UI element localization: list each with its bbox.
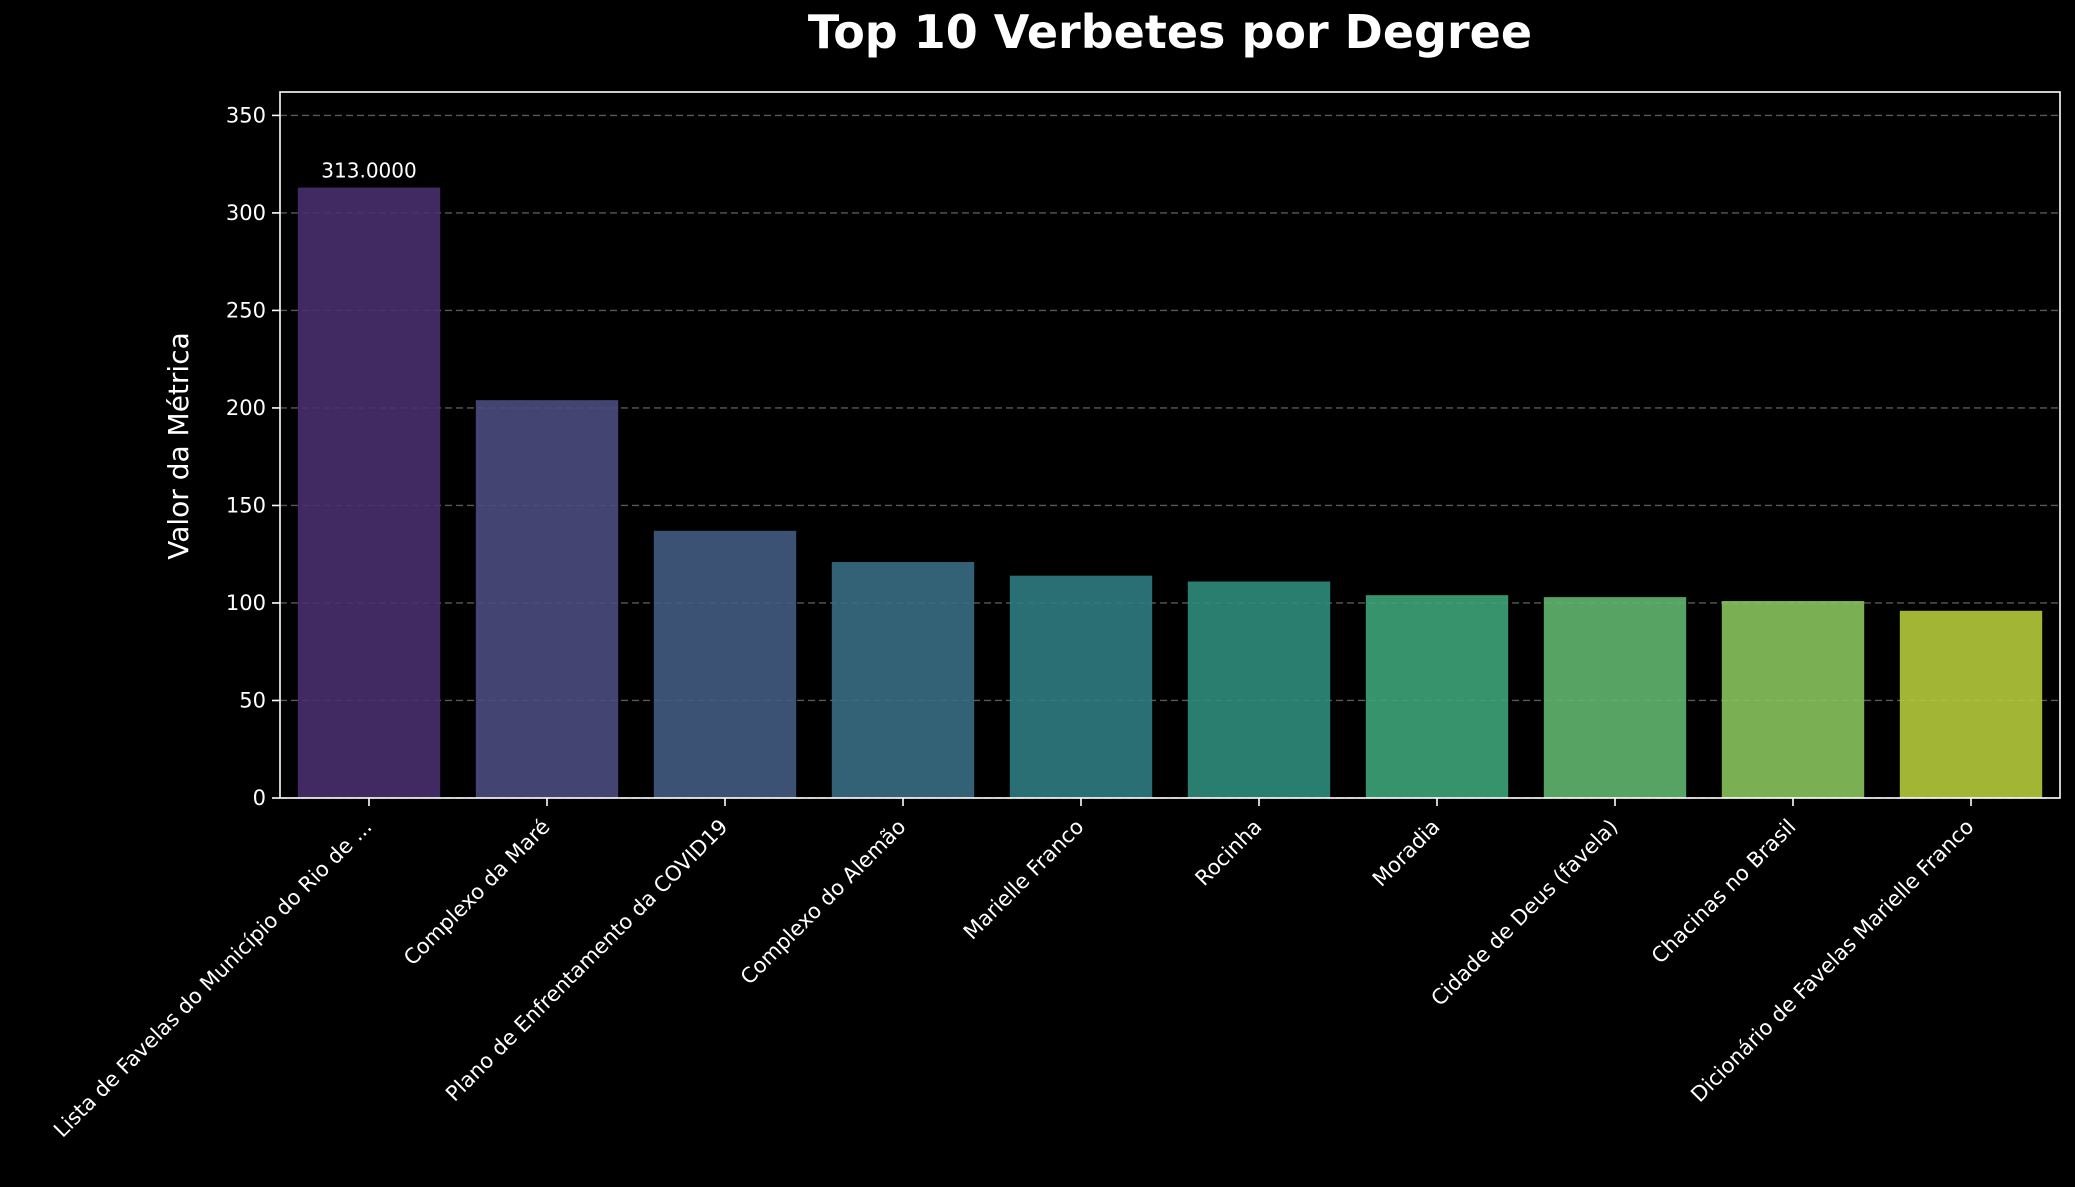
plot-frame [279, 91, 2061, 799]
y-tick-label: 0 [253, 786, 266, 810]
x-tick-label: Dicionário de Favelas Marielle Franco [1686, 815, 1978, 1107]
bar [653, 530, 797, 798]
x-tick-label: Complexo da Maré [399, 815, 555, 971]
x-tick-label: Complexo do Alemão [736, 815, 911, 990]
data-label-layer: 313.0000 [321, 159, 416, 183]
y-tick-label: 150 [226, 493, 266, 517]
y-tick-label: 350 [226, 103, 266, 127]
bar [831, 562, 975, 798]
bar [1009, 575, 1153, 798]
y-tick-label: 200 [226, 396, 266, 420]
x-tick-label: Plano de Enfrentamento da COVID19 [441, 815, 732, 1106]
x-tick-label: Cidade de Deus (favela) [1426, 815, 1622, 1011]
y-tick-label: 300 [226, 201, 266, 225]
bar [1543, 597, 1687, 798]
x-tick-label: Chacinas no Brasil [1647, 815, 1801, 969]
bar-value-label: 313.0000 [321, 159, 416, 183]
x-tick-label: Rocinha [1191, 815, 1267, 891]
x-tick-label: Marielle Franco [959, 815, 1089, 945]
y-tick-label: 100 [226, 591, 266, 615]
bar [1187, 581, 1331, 798]
bar [1365, 595, 1509, 798]
chart-title: Top 10 Verbetes por Degree [808, 5, 1532, 59]
bar [297, 187, 441, 798]
bar [475, 400, 619, 798]
x-tick-label: Moradia [1368, 815, 1445, 892]
y-tick-label: 250 [226, 298, 266, 322]
bar [1899, 610, 2043, 798]
bar-layer [297, 187, 2043, 798]
bar [1721, 601, 1865, 798]
y-tick-label: 50 [239, 688, 266, 712]
y-axis-label: Valor da Métrica [162, 332, 195, 560]
x-tick-label: Lista de Favelas do Município do Rio de … [49, 815, 376, 1142]
